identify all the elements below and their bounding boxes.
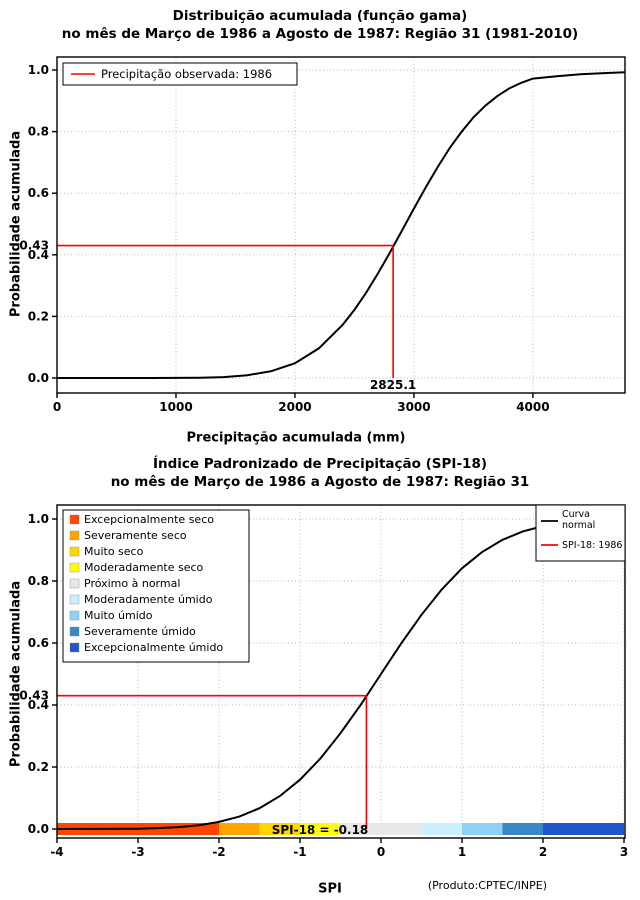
svg-text:0: 0 [53,400,61,414]
axis-tick-labels: -4 -3 -2 -1 0 1 2 3 0.0 0.2 0.4 0.6 0.8 1.0 [28,512,628,859]
observed-value-label: SPI-18 = -0.18 [272,823,369,837]
svg-text:2: 2 [539,845,547,859]
spi-category-colorbar [57,823,625,835]
svg-text:0.0: 0.0 [28,371,49,385]
svg-text:0.6: 0.6 [28,636,49,650]
svg-text:-3: -3 [131,845,144,859]
observed-value-label: 2825.1 [370,378,416,392]
category-color-swatch [69,626,80,637]
spi-y-axis-label: Probabilidade acumulada [8,580,24,768]
svg-text:normal: normal [562,520,595,531]
spi-categories-legend: Excepcionalmente seco Severamente seco Mui… [62,509,250,663]
svg-text:-2: -2 [212,845,225,859]
gridlines [56,57,625,393]
svg-text:0.6: 0.6 [28,186,49,200]
gamma-cdf-plot: 0 1000 2000 3000 4000 0.0 0.2 0.4 0.6 0.8 1.0 0.43 2… [19,56,626,414]
category-color-swatch [69,562,80,573]
svg-text:0: 0 [377,845,385,859]
product-credit: (Produto:CPTEC/INPE) [427,879,547,892]
svg-text:Curva: Curva [562,509,590,520]
category-color-swatch [69,514,80,525]
svg-text:SPI-18: 1986: SPI-18: 1986 [562,540,622,551]
svg-text:Severamente seco: Severamente seco [84,529,187,542]
axis-ticks [52,69,534,398]
svg-text:0.8: 0.8 [28,574,49,588]
svg-text:-1: -1 [293,845,306,859]
spi-chart-title: Índice Padronizado de Precipitação (SPI-… [152,456,488,472]
spi-chart-canvas: -4 -3 -2 -1 0 1 2 3 0.0 0.2 0.4 0.6 0.8 1.0 0.43 SPI-18… [19,504,628,859]
plot-border [56,504,626,839]
svg-text:Excepcionalmente úmido: Excepcionalmente úmido [84,641,223,654]
svg-text:Severamente úmido: Severamente úmido [84,625,196,638]
spi-cdf-plot: -4 -3 -2 -1 0 1 2 3 0.0 0.2 0.4 0.6 0.8 1.0 0.43 SPI-18… [19,504,628,859]
spi-chart: -4 -3 -2 -1 0 1 2 3 0.0 0.2 0.4 0.6 0.8 1.0 0.43 SPI-18… [0,452,640,900]
svg-text:Precipitação observada: 1986: Precipitação observada: 1986 [101,67,272,81]
plot-border [56,56,626,394]
category-color-swatch [69,642,80,653]
category-color-swatch [69,594,80,605]
svg-text:4000: 4000 [516,400,549,414]
observed-precipitation-legend: Precipitação observada: 1986 [62,62,298,86]
gamma-chart-subtitle: no mês de Março de 1986 a Agosto de 1987… [61,26,579,42]
probability-value-label: 0.43 [19,239,49,253]
observed-value-crosshair [57,694,368,829]
axis-ticks [52,518,625,843]
gamma-chart-title: Distribuição acumulada (função gama) [172,8,468,24]
spi-chart-subtitle: no mês de Março de 1986 a Agosto de 1987… [110,474,530,490]
axis-tick-labels: 0 1000 2000 3000 4000 0.0 0.2 0.4 0.6 0.8 1.0 [28,63,550,414]
gamma-chart-canvas: 0 1000 2000 3000 4000 0.0 0.2 0.4 0.6 0.8 1.0 0.43 2… [19,56,626,414]
svg-text:0.2: 0.2 [28,309,49,323]
svg-text:Muito seco: Muito seco [84,545,144,558]
svg-text:0.4: 0.4 [28,248,49,262]
category-color-swatch [69,546,80,557]
gamma-x-axis-label: Precipitação acumulada (mm) [186,430,406,446]
svg-text:0.2: 0.2 [28,760,49,774]
svg-text:0.0: 0.0 [28,822,49,836]
observed-value-crosshair [57,244,394,378]
spi-x-axis-label: SPI [318,881,342,897]
svg-text:1: 1 [458,845,466,859]
svg-text:Moderadamente seco: Moderadamente seco [84,561,204,574]
svg-text:2000: 2000 [278,400,311,414]
gamma-distribution-chart: 0 1000 2000 3000 4000 0.0 0.2 0.4 0.6 0.8 1.0 0.43 2… [8,8,626,446]
svg-text:3000: 3000 [397,400,430,414]
category-color-swatch [69,610,80,621]
svg-text:Moderadamente úmido: Moderadamente úmido [84,593,213,606]
gamma-cdf-curve [57,71,626,379]
svg-text:Próximo à normal: Próximo à normal [84,577,180,590]
svg-text:1000: 1000 [159,400,192,414]
svg-text:Excepcionalmente seco: Excepcionalmente seco [84,513,214,526]
category-color-swatch [69,578,80,589]
gamma-y-axis-label: Probabilidade acumulada [8,130,24,318]
svg-text:3: 3 [620,845,628,859]
svg-text:1.0: 1.0 [28,63,49,77]
svg-text:1.0: 1.0 [28,512,49,526]
svg-text:-4: -4 [50,845,63,859]
svg-text:0.8: 0.8 [28,125,49,139]
svg-text:0.4: 0.4 [28,698,49,712]
probability-value-label: 0.43 [19,689,49,703]
svg-text:Muito úmido: Muito úmido [84,609,153,622]
category-color-swatch [69,530,80,541]
